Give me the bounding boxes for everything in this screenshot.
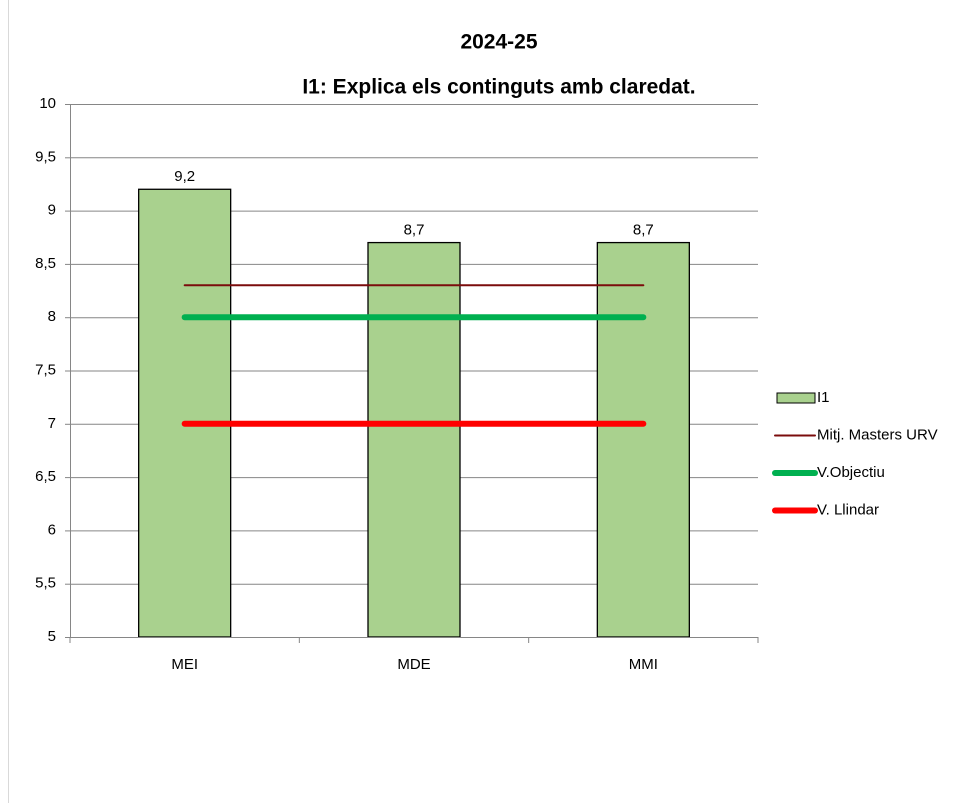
bar [367, 241, 461, 638]
y-tick-label: 10 [39, 95, 56, 112]
y-tick-label: 7 [48, 415, 56, 432]
bar [138, 188, 232, 638]
plot [138, 188, 690, 638]
y-tick-label: 5 [48, 628, 56, 645]
legend-label: V.Objectiu [817, 464, 885, 481]
data-label: 8,7 [404, 222, 425, 239]
y-tick-label: 8 [48, 308, 56, 325]
y-tick-label: 5,5 [35, 575, 56, 592]
data-label: 9,2 [174, 168, 195, 185]
x-tick-label: MDE [397, 656, 430, 673]
y-tick-label: 8,5 [35, 255, 56, 272]
x-tick-label: MEI [171, 656, 198, 673]
chart-title: 2024-25 [460, 31, 537, 54]
y-tick-label: 9 [48, 202, 56, 219]
y-tick-label: 6 [48, 521, 56, 538]
legend-label: V. Llindar [817, 501, 879, 518]
chart-title: I1: Explica els continguts amb claredat. [302, 76, 695, 99]
data-label: 8,7 [633, 222, 654, 239]
y-tick-label: 6,5 [35, 468, 56, 485]
labels: 5 5,5 6 6,5 7 7,5 8 8,5 9 9,5 10 MEI MDE MMI 9,2 8,7 8,7… [35, 95, 937, 673]
bar [596, 241, 690, 638]
x-tick-label: MMI [629, 656, 658, 673]
legend-label: Mitj. Masters URV [817, 426, 938, 443]
y-tick-label: 7,5 [35, 361, 56, 378]
legend-label: I1 [817, 389, 830, 406]
legend-swatch [776, 392, 816, 404]
y-tick-label: 9,5 [35, 148, 56, 165]
